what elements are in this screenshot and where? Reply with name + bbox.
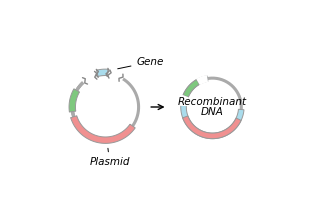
Text: Plasmid: Plasmid [90,148,130,167]
Polygon shape [69,89,79,112]
Polygon shape [71,116,135,143]
Polygon shape [108,70,125,83]
Polygon shape [80,71,98,86]
Text: Recombinant: Recombinant [178,97,247,107]
Polygon shape [97,69,108,76]
Polygon shape [183,80,199,97]
Polygon shape [181,76,244,139]
Polygon shape [183,116,241,139]
Text: DNA: DNA [201,107,224,117]
Polygon shape [180,95,189,106]
Polygon shape [196,75,208,85]
Text: Gene: Gene [118,57,164,69]
